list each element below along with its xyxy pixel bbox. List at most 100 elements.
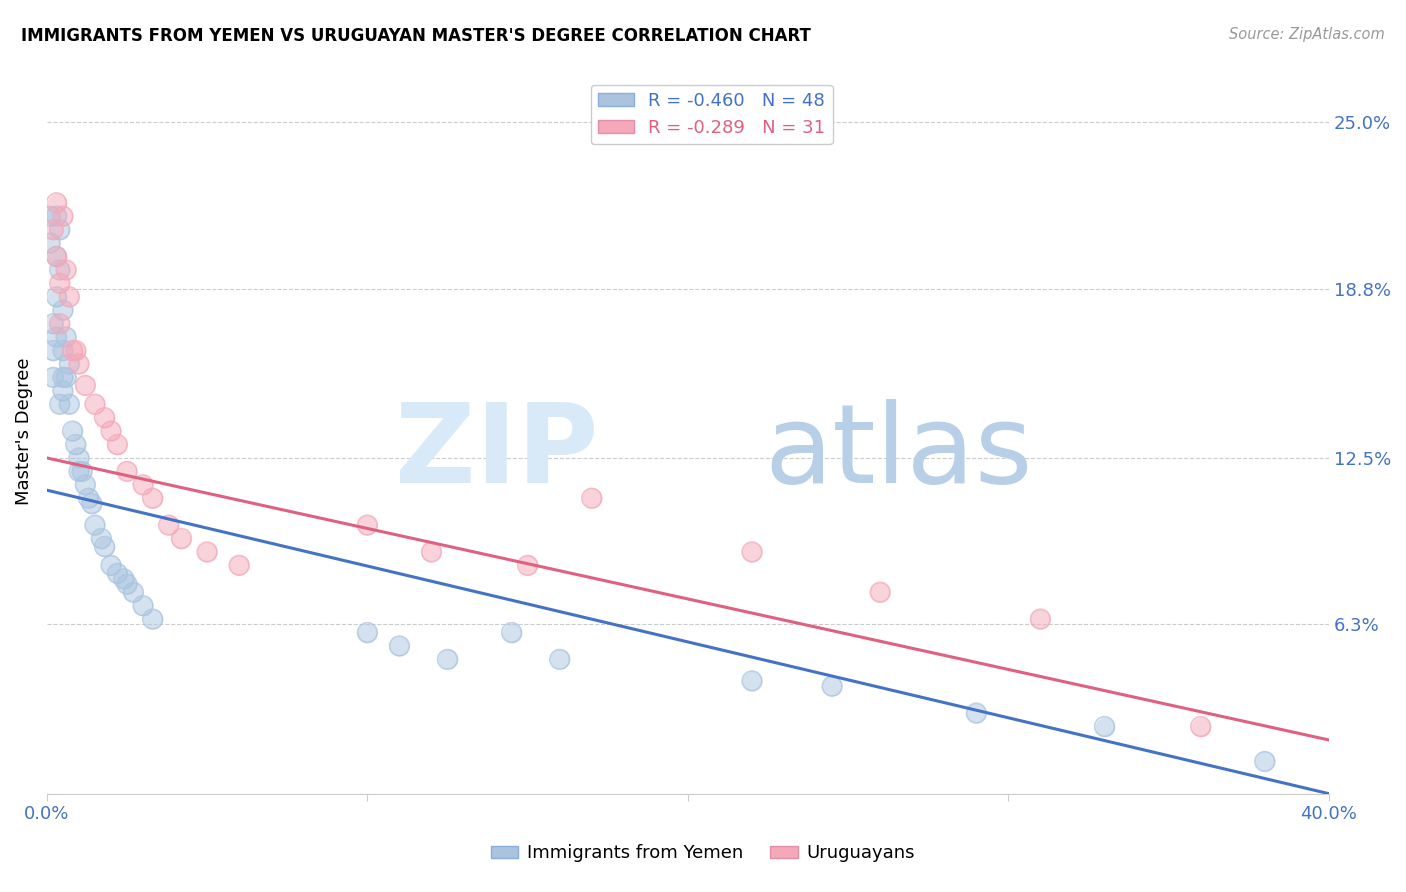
Point xyxy=(52,370,75,384)
Point xyxy=(436,652,458,666)
Point xyxy=(55,263,77,277)
Point xyxy=(52,209,75,223)
Point xyxy=(548,652,571,666)
Point xyxy=(132,599,155,613)
Point xyxy=(45,250,67,264)
Point xyxy=(65,343,87,358)
Point xyxy=(741,673,763,688)
Point xyxy=(228,558,250,573)
Text: Source: ZipAtlas.com: Source: ZipAtlas.com xyxy=(1229,27,1385,42)
Point xyxy=(132,599,155,613)
Point xyxy=(1029,612,1052,626)
Point xyxy=(115,577,138,591)
Point xyxy=(195,545,218,559)
Point xyxy=(52,303,75,318)
Point xyxy=(105,437,128,451)
Point xyxy=(80,497,103,511)
Point xyxy=(965,706,987,720)
Point xyxy=(75,478,97,492)
Point xyxy=(741,545,763,559)
Point xyxy=(105,566,128,581)
Point xyxy=(45,290,67,304)
Point xyxy=(93,410,115,425)
Point xyxy=(142,612,165,626)
Point xyxy=(100,558,122,573)
Text: ZIP: ZIP xyxy=(395,400,598,507)
Point xyxy=(581,491,603,506)
Y-axis label: Master's Degree: Master's Degree xyxy=(15,358,32,505)
Point xyxy=(39,209,62,223)
Point xyxy=(67,357,90,371)
Point xyxy=(157,518,180,533)
Point xyxy=(42,222,65,236)
Point xyxy=(170,532,193,546)
Point xyxy=(52,384,75,398)
Point xyxy=(93,540,115,554)
Point xyxy=(58,397,80,411)
Point xyxy=(62,424,84,438)
Point xyxy=(48,263,70,277)
Point xyxy=(228,558,250,573)
Point xyxy=(62,343,84,358)
Point xyxy=(45,330,67,344)
Point xyxy=(115,464,138,478)
Point xyxy=(115,464,138,478)
Point xyxy=(195,545,218,559)
Point xyxy=(965,706,987,720)
Point xyxy=(115,577,138,591)
Point xyxy=(45,209,67,223)
Point xyxy=(122,585,145,599)
Point xyxy=(869,585,891,599)
Point xyxy=(45,195,67,210)
Point xyxy=(1094,719,1116,733)
Point xyxy=(58,357,80,371)
Point xyxy=(45,250,67,264)
Point xyxy=(356,625,378,640)
Point xyxy=(142,491,165,506)
Point xyxy=(45,290,67,304)
Text: IMMIGRANTS FROM YEMEN VS URUGUAYAN MASTER'S DEGREE CORRELATION CHART: IMMIGRANTS FROM YEMEN VS URUGUAYAN MASTE… xyxy=(21,27,811,45)
Point xyxy=(821,679,844,693)
Point xyxy=(58,357,80,371)
Point xyxy=(42,370,65,384)
Point xyxy=(58,290,80,304)
Point xyxy=(55,330,77,344)
Point xyxy=(90,532,112,546)
Point xyxy=(420,545,443,559)
Point xyxy=(62,343,84,358)
Point xyxy=(67,464,90,478)
Point xyxy=(48,222,70,236)
Point xyxy=(388,639,411,653)
Point xyxy=(501,625,523,640)
Point xyxy=(52,303,75,318)
Point xyxy=(65,437,87,451)
Point xyxy=(356,518,378,533)
Point xyxy=(45,250,67,264)
Point xyxy=(67,450,90,465)
Point xyxy=(170,532,193,546)
Point xyxy=(48,317,70,331)
Point xyxy=(741,545,763,559)
Point xyxy=(48,277,70,291)
Point xyxy=(100,424,122,438)
Point xyxy=(142,491,165,506)
Point xyxy=(142,612,165,626)
Point xyxy=(869,585,891,599)
Point xyxy=(1189,719,1212,733)
Point xyxy=(65,343,87,358)
Point xyxy=(1029,612,1052,626)
Point xyxy=(112,572,135,586)
Point xyxy=(93,540,115,554)
Point xyxy=(48,397,70,411)
Point xyxy=(58,290,80,304)
Point xyxy=(55,330,77,344)
Point xyxy=(516,558,538,573)
Point xyxy=(42,222,65,236)
Point xyxy=(48,277,70,291)
Point xyxy=(1094,719,1116,733)
Point xyxy=(52,343,75,358)
Point xyxy=(65,437,87,451)
Point xyxy=(75,478,97,492)
Point xyxy=(420,545,443,559)
Point xyxy=(77,491,100,506)
